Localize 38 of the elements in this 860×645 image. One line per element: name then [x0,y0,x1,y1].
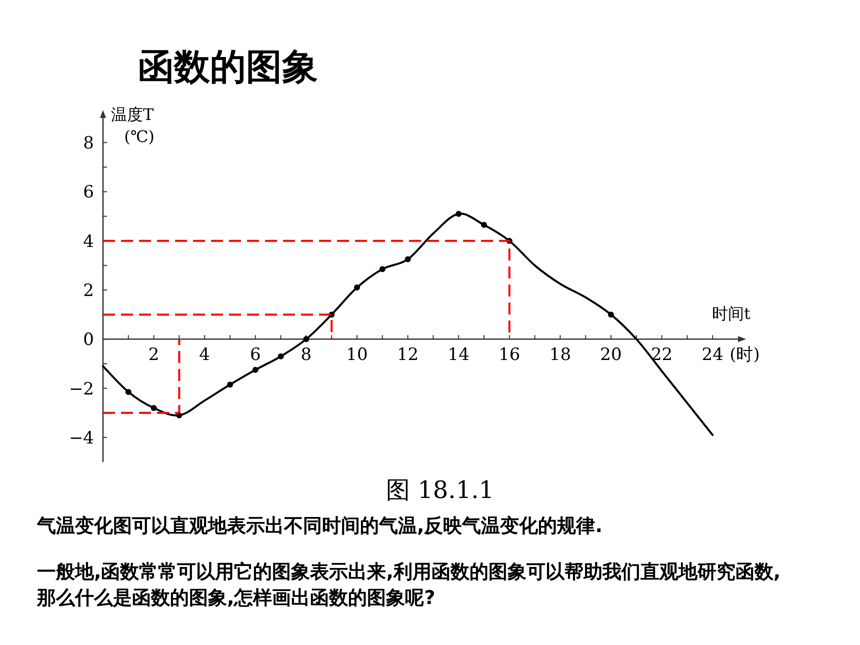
point [481,222,487,228]
point [608,312,614,318]
point [404,256,411,262]
point [227,382,233,388]
point [303,336,310,342]
y-tick-label: 0 [83,330,94,350]
y-tick-label: −4 [68,428,94,448]
point [379,266,386,272]
x-tick-label: 18 [549,345,572,366]
y-tick-label: −2 [68,379,94,400]
x-tick-label: 20 [600,345,622,366]
x-tick-label: 24 [702,345,724,366]
x-tick-label: 16 [498,345,520,366]
point [278,353,284,360]
y-tick-label: 6 [83,182,94,203]
y-axis-title: 温度T (℃) [111,105,154,146]
x-tick-label: 10 [346,345,368,366]
x-tick-label: 22 [650,345,673,366]
text: 气温变化图可以直观地表示出不同时间的气温,反映气温变化的规律. [37,514,604,539]
x-tick-label: 12 [396,345,419,366]
caption: 图 18.1.1 [386,476,494,504]
point [252,366,258,373]
x-axis-title: 时间t [712,304,751,324]
point [150,404,157,411]
y-tick-label: 2 [83,281,94,301]
x-tick-label: 14 [448,345,470,366]
x-tick-label: 2 [148,345,160,366]
point [125,388,132,395]
chart-title: 函数的图象 [138,46,319,90]
text: 一般地,函数常常可以用它的图象表示出来,利用函数的图象可以帮助我们直观地研究函数,那么什么是函数的图象,怎样画出函数的图象呢? [37,560,782,611]
x-tick-label: 6 [250,345,261,366]
point [456,210,462,217]
x-tick-label: 8 [300,345,312,366]
point [354,284,360,291]
y-tick-label: 4 [83,232,94,252]
annotation: (时) [730,345,760,366]
y-tick-label: 8 [83,134,94,154]
x-tick-label: 4 [199,345,210,366]
